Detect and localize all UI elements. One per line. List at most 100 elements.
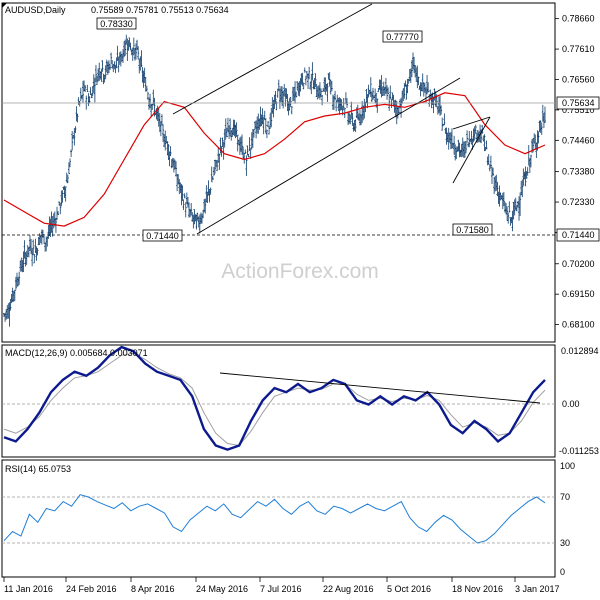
macd-tick-top: 0.012894 [561,346,599,356]
price-bar [304,75,307,86]
price-bar [213,159,216,174]
price-tick-label: 0.68100 [562,320,595,330]
price-bar [320,88,323,98]
price-bar [521,179,524,198]
price-bar [481,124,484,134]
price-bar [303,67,306,73]
price-bar [36,248,39,256]
price-bar [57,211,60,215]
price-bar [540,122,543,135]
price-bar [81,80,84,103]
rsi-panel-frame [1,459,556,578]
price-bar [131,47,134,61]
svg-text:0.00: 0.00 [562,399,580,409]
price-bar [473,126,476,141]
price-bar [184,202,187,218]
price-bar [119,51,122,67]
price-bar [86,84,89,92]
price-bar [223,128,226,148]
rsi-tick-70: 70 [560,492,570,502]
price-bar [443,113,446,126]
x-tick-label: 8 Apr 2016 [131,584,175,594]
price-bar [507,212,510,224]
price-bar [396,106,399,119]
annotation-high-1: 0.78330 [96,17,137,30]
price-bar [474,124,477,134]
x-tick-label: 11 Jan 2016 [4,584,53,594]
price-bar [229,118,232,137]
price-bar [69,158,72,168]
price-bar [113,61,116,70]
price-bar [129,42,132,51]
price-bar [492,167,495,176]
price-bar [109,64,112,70]
price-bar [246,145,249,156]
ohlc-values: 0.75589 0.75781 0.75513 0.75634 [91,5,229,15]
price-bar [74,126,77,133]
price-bar [321,95,324,106]
price-bar [98,62,101,81]
price-bar [218,153,221,171]
price-bar [386,85,389,100]
price-tick-label: 0.73380 [562,167,595,177]
macd-main-line [3,345,546,451]
price-bar [115,57,118,69]
x-tick-label: 22 Aug 2016 [323,584,374,594]
price-bar [94,64,97,83]
price-bar [183,193,186,199]
price-bar [508,201,511,213]
svg-text:0.77770: 0.77770 [386,32,419,42]
price-bar [169,146,172,157]
price-bar [13,289,16,302]
price-bar [146,91,149,100]
price-bar [483,134,486,152]
moving-average-line [3,92,546,227]
price-bar [265,129,268,139]
price-bar [432,97,435,114]
svg-text:0.78330: 0.78330 [100,19,133,29]
price-bar [124,39,127,56]
price-bar [489,155,492,169]
price-bar [380,75,383,98]
price-bar [135,43,138,60]
x-axis: 11 Jan 2016 24 Feb 2016 8 Apr 2016 24 May 2… [3,577,560,594]
macd-trend-line [219,372,541,404]
price-bar [465,141,468,154]
price-bar [140,50,143,68]
price-bar [264,118,267,134]
price-bar [417,76,420,86]
price-bar [277,79,280,92]
current-price-label: 0.75634 [556,96,600,110]
price-bar [66,174,69,184]
x-tick-label: 24 May 2016 [196,584,248,594]
price-bar [410,60,413,78]
price-bar [354,119,357,133]
price-bar [267,121,270,128]
price-bar [440,105,443,115]
x-tick-label: 3 Jan 2017 [515,584,560,594]
price-bar [235,122,238,137]
price-bar [261,108,264,125]
price-bar [175,161,178,177]
price-bar [90,93,93,99]
annotation-high-2: 0.77770 [382,30,423,43]
price-bar [93,77,96,103]
macd-panel: MACD(12,26,9) 0.005684 0.003071 0.012894… [1,344,599,458]
price-bars [3,34,546,327]
price-bar [453,135,456,155]
price-bar [289,97,292,108]
price-bar [67,162,70,175]
price-bar [506,206,509,221]
price-bar [164,130,167,151]
triangle-upper-line [452,116,491,130]
macd-panel-frame [1,344,556,458]
price-bar [236,134,239,152]
triangle-lower-line [452,116,491,184]
price-bar [248,137,251,152]
price-bar [101,60,104,72]
price-tick-label: 0.74460 [562,135,595,145]
price-tick-label: 0.75510 [562,105,595,115]
price-bar [485,140,488,150]
price-panel-frame [1,2,556,343]
